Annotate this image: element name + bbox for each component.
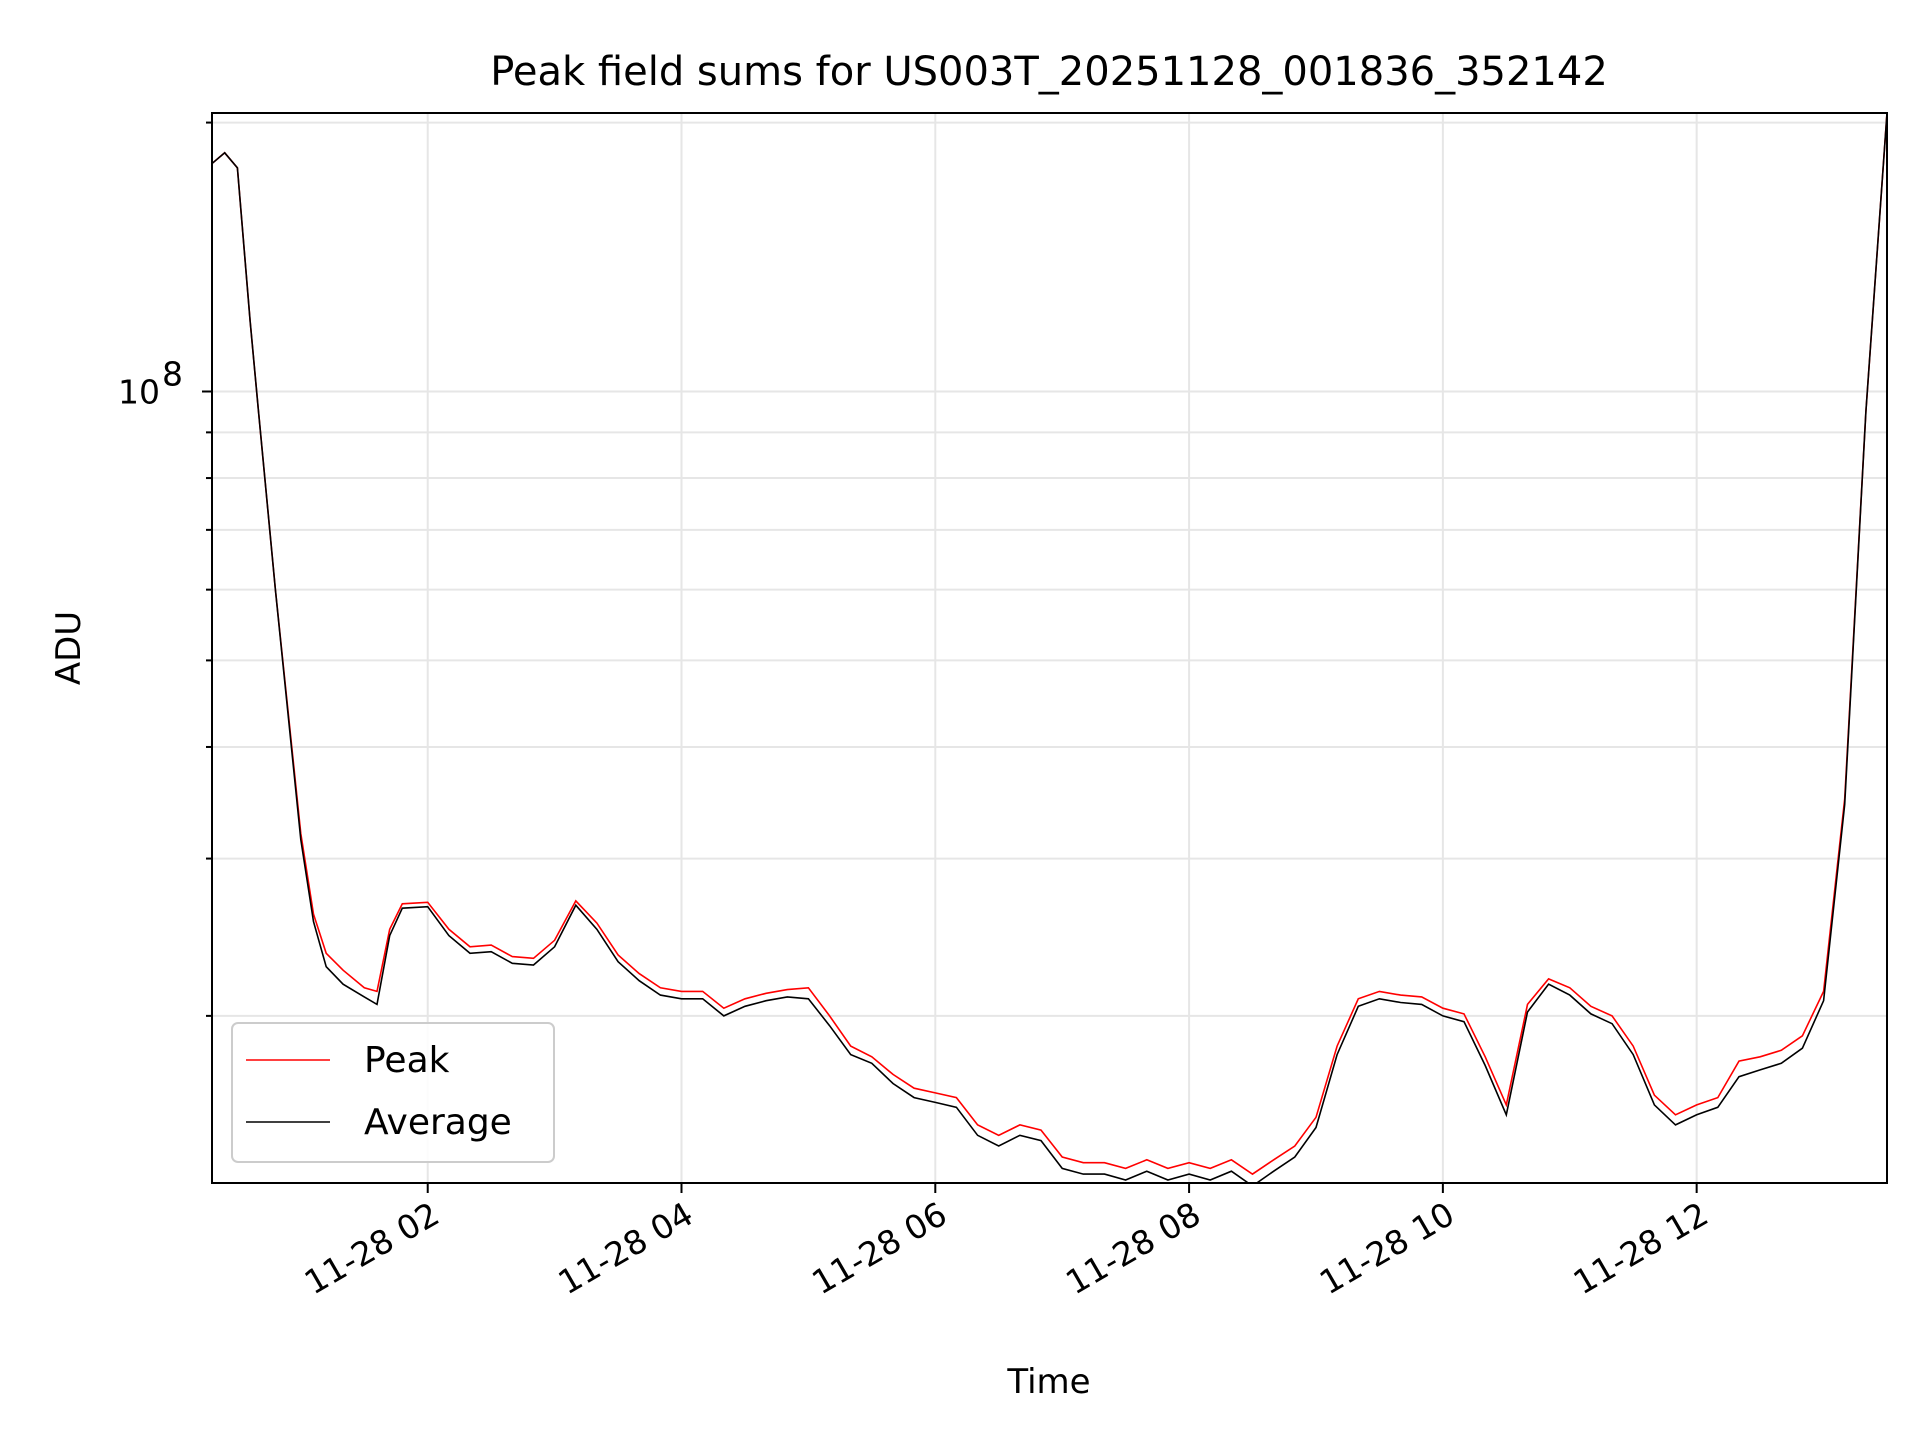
- plot-frame: [211, 112, 1888, 1184]
- legend-box: [231, 1022, 555, 1163]
- y-axis: 10 8: [118, 121, 212, 1017]
- y-tick-label: 10: [118, 372, 160, 411]
- legend-label-average: Average: [364, 1102, 512, 1143]
- series-line-peak: [212, 113, 1887, 1176]
- y-axis-label: ADU: [49, 611, 89, 685]
- series-layer: [212, 113, 1887, 1183]
- legend-label-peak: Peak: [364, 1040, 450, 1081]
- grid: [212, 113, 1887, 1183]
- x-axis-label: Time: [1006, 1362, 1090, 1402]
- legend: Peak Average: [231, 1022, 555, 1163]
- y-tick-label-exponent: 8: [162, 354, 183, 393]
- chart-title: Peak field sums for US003T_20251128_0018…: [490, 49, 1608, 95]
- series-line-average: [212, 113, 1887, 1183]
